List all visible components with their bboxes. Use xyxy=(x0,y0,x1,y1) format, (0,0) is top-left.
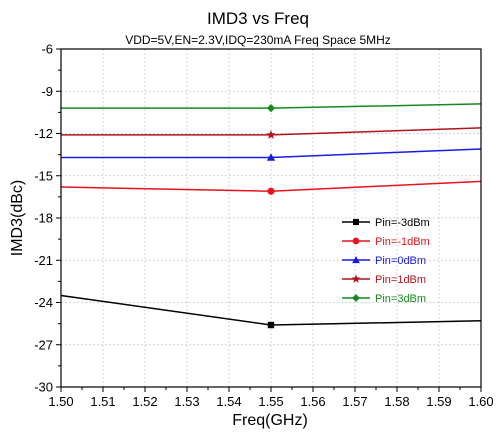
marker-square xyxy=(353,219,359,225)
marker-square xyxy=(267,321,275,329)
y-tick-label: -12 xyxy=(34,126,53,141)
x-tick-label: 1.59 xyxy=(426,394,451,409)
x-tick-label: 1.57 xyxy=(342,394,367,409)
legend-label: Pin=1dBm xyxy=(375,274,426,286)
chart-title: IMD3 vs Freq xyxy=(207,9,309,28)
y-tick-label: -15 xyxy=(34,168,53,183)
marker-diamond xyxy=(266,103,276,113)
x-tick-label: 1.50 xyxy=(48,394,73,409)
marker-diamond xyxy=(352,294,360,302)
y-tick-label: -24 xyxy=(34,295,53,310)
legend-label: Pin=3dBm xyxy=(375,293,426,305)
y-tick-label: -18 xyxy=(34,211,53,226)
marker-triangle xyxy=(352,256,360,264)
y-tick-label: -30 xyxy=(34,380,53,395)
x-tick-label: 1.60 xyxy=(468,394,493,409)
marker-star xyxy=(351,274,361,283)
marker-star xyxy=(266,130,276,139)
y-axis-label: IMD3(dBc) xyxy=(9,180,26,256)
y-axis-ticks: -6 -9 -12 -15 -18 -21 -24 -27 -30 xyxy=(34,42,61,395)
series-markers xyxy=(266,103,276,329)
marker-circle xyxy=(352,237,360,245)
y-tick-label: -27 xyxy=(34,337,53,352)
marker-circle xyxy=(267,187,275,195)
x-tick-label: 1.51 xyxy=(90,394,115,409)
x-tick-label: 1.54 xyxy=(216,394,241,409)
x-axis-label: Freq(GHz) xyxy=(232,412,308,429)
x-axis-ticks: 1.50 1.51 1.52 1.53 1.54 1.55 1.56 1.57 1.58 1.59… xyxy=(48,387,494,409)
marker-triangle xyxy=(266,153,276,161)
legend-label: Pin=-3dBm xyxy=(375,217,430,229)
legend-label: Pin=0dBm xyxy=(375,255,426,267)
legend-label: Pin=-1dBm xyxy=(375,236,430,248)
y-tick-label: -9 xyxy=(41,84,53,99)
legend: Pin=-3dBm Pin=-1dBm Pin=0dBm Pin=1dBm Pin=3d… xyxy=(342,217,430,305)
x-tick-label: 1.56 xyxy=(300,394,325,409)
y-tick-label: -6 xyxy=(41,42,53,57)
grid-lines xyxy=(61,49,481,387)
x-tick-label: 1.58 xyxy=(384,394,409,409)
y-tick-label: -21 xyxy=(34,253,53,268)
x-tick-label: 1.55 xyxy=(258,394,283,409)
chart-subtitle: VDD=5V,EN=2.3V,IDQ=230mA Freq Space 5MHz xyxy=(125,33,391,47)
x-tick-label: 1.52 xyxy=(132,394,157,409)
x-tick-label: 1.53 xyxy=(174,394,199,409)
